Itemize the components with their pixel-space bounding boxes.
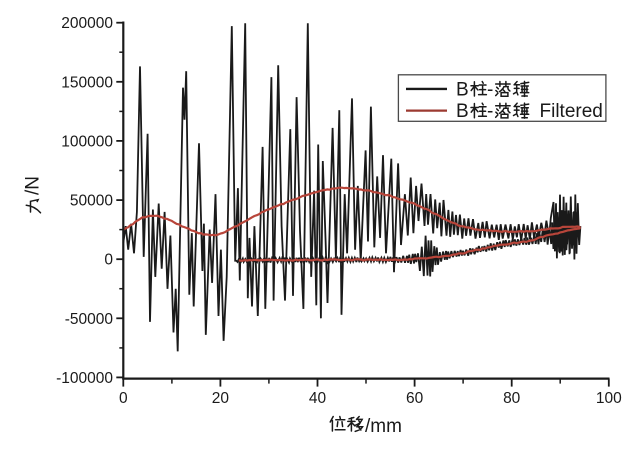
svg-text:-: - xyxy=(487,80,493,101)
svg-text:20: 20 xyxy=(212,390,230,407)
svg-text:150000: 150000 xyxy=(61,74,113,91)
svg-text:200000: 200000 xyxy=(61,15,113,32)
svg-text:80: 80 xyxy=(503,390,521,407)
svg-text:/N: /N xyxy=(23,176,44,195)
svg-text:60: 60 xyxy=(406,390,424,407)
svg-text:/mm: /mm xyxy=(365,416,402,437)
svg-text:-100000: -100000 xyxy=(56,370,113,387)
svg-text:100000: 100000 xyxy=(61,133,113,150)
svg-text:100: 100 xyxy=(596,390,622,407)
svg-text:50000: 50000 xyxy=(70,193,113,210)
svg-text:B: B xyxy=(456,80,469,101)
svg-text:0: 0 xyxy=(104,252,113,269)
svg-text:0: 0 xyxy=(119,390,128,407)
svg-text:40: 40 xyxy=(309,390,327,407)
svg-text:-: - xyxy=(487,101,493,122)
svg-text:-50000: -50000 xyxy=(65,311,114,328)
svg-text:B: B xyxy=(456,101,469,122)
svg-text:Filtered: Filtered xyxy=(540,101,603,122)
